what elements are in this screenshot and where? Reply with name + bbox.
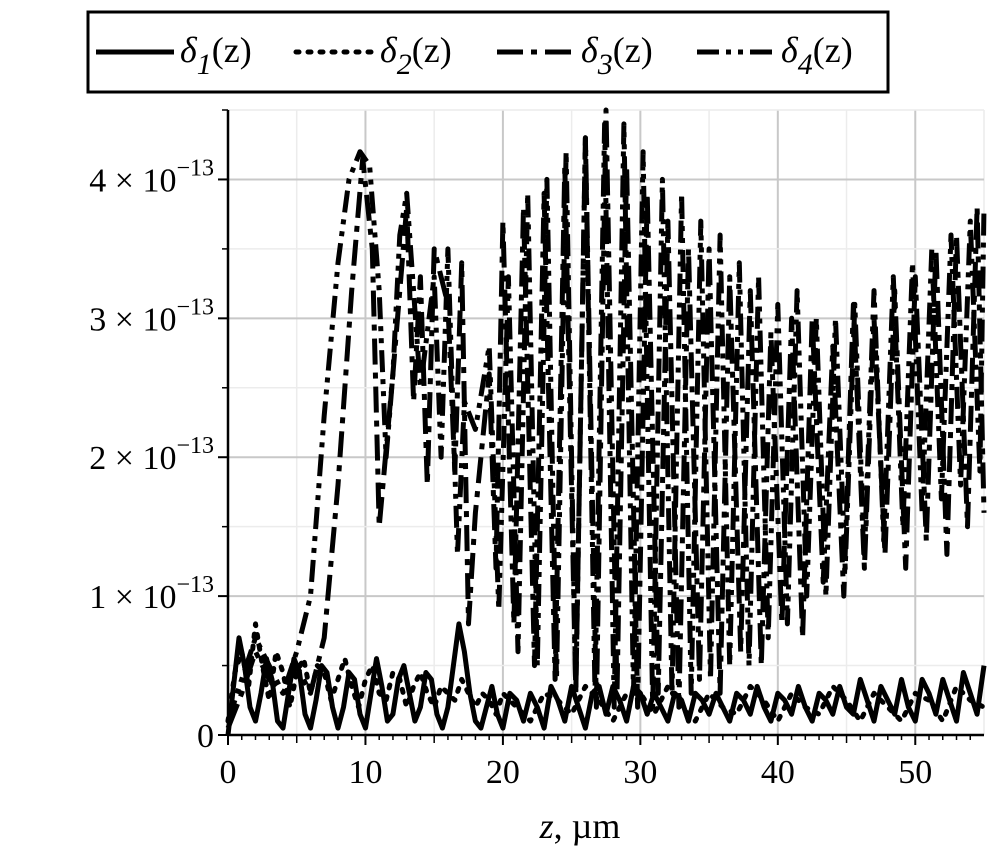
x-tick-label: 10 (348, 754, 382, 791)
series-line-4 (225, 121, 987, 722)
series-line-3 (225, 107, 987, 730)
y-tick-label: 1 × 10−13 (89, 572, 214, 616)
axes: 0 10 20 30 40 50 0 1 × 10−13 2 × 10−13 3 × 10−13 4… (89, 109, 984, 791)
series-layer (225, 107, 987, 736)
legend: δ1(z) δ2(z) δ3(z) δ4(z) (86, 10, 890, 94)
x-tick-label: 40 (761, 754, 795, 791)
x-tick-label: 20 (486, 754, 520, 791)
y-tick-label: 3 × 10−13 (89, 294, 214, 338)
x-axis-unit: , µm (554, 806, 621, 846)
legend-label-2: δ2(z) (380, 30, 452, 81)
y-tick-label: 0 (197, 718, 214, 755)
x-axis-variable: z (539, 806, 554, 846)
series-line-1 (225, 621, 987, 736)
legend-label-1: δ1(z) (180, 30, 252, 81)
x-tick-label: 0 (220, 754, 237, 791)
x-tick-label: 30 (623, 754, 657, 791)
y-tick-label: 4 × 10−13 (89, 155, 214, 199)
y-tick-label: 2 × 10−13 (89, 433, 214, 477)
legend-label-4: δ4(z) (781, 30, 853, 81)
x-tick-label: 50 (898, 754, 932, 791)
x-axis-title: z, µm (539, 806, 621, 846)
legend-label-3: δ3(z) (581, 30, 653, 81)
